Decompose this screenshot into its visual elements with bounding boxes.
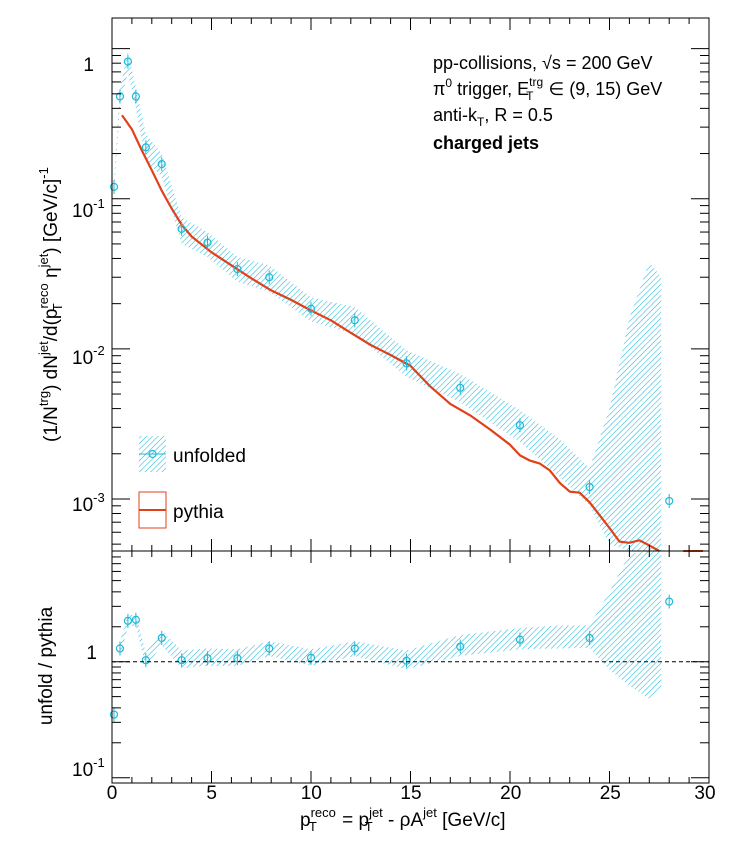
- unfolded-point: [265, 273, 274, 282]
- unfolded-point: [123, 616, 133, 625]
- unfolded-point: [157, 160, 166, 169]
- unfolded-point: [265, 644, 274, 653]
- unfolded-point: [109, 710, 119, 719]
- x-tick-label: 10: [301, 783, 322, 804]
- legend-entry-pythia: pythia: [138, 491, 224, 529]
- annotation-collision-system: pp-collisions, √s = 200 GeV: [433, 53, 653, 73]
- unfolded-point: [203, 238, 212, 247]
- unfolded-point: [109, 182, 119, 191]
- unfolded-point: [131, 615, 140, 624]
- unfolded-point: [306, 304, 316, 313]
- legend-entry-unfolded: unfolded: [139, 436, 246, 472]
- unfolded-uncertainty-band: [114, 52, 662, 551]
- unfolded-markers-ratio: [109, 594, 674, 722]
- unfolded-point: [585, 482, 594, 492]
- unfolded-band-top: [114, 52, 662, 551]
- annotation-jet-type: charged jets: [433, 133, 539, 153]
- unfolded-point: [233, 654, 242, 663]
- unfolded-point: [203, 654, 212, 663]
- x-tick-label: 30: [694, 783, 715, 804]
- unfolded-point: [115, 92, 125, 101]
- unfolded-point: [585, 633, 594, 643]
- unfolded-point: [402, 359, 411, 368]
- unfolded-point: [141, 143, 150, 152]
- unfolded-point: [131, 92, 140, 101]
- x-tick-label: 0: [107, 783, 118, 804]
- unfolded-point: [665, 496, 674, 506]
- unfolded-point: [115, 644, 125, 653]
- annotation-trigger: π0 trigger, Etrg T ∈ (9, 15) GeV: [433, 75, 662, 103]
- top-y-tick-labels: 10-3 10-2 10-1 1: [72, 55, 105, 516]
- unfolded-point: [456, 383, 465, 392]
- unfolded-point: [177, 224, 186, 233]
- y-tick-label: 10-2: [72, 343, 105, 369]
- unfolded-point: [665, 597, 674, 606]
- unfolded-point: [350, 316, 359, 325]
- unfolded-point: [177, 656, 186, 665]
- ratio-uncertainty-band: [120, 551, 662, 699]
- unfolded-point: [456, 642, 465, 651]
- unfolded-markers-top: [109, 54, 674, 508]
- x-tick-label: 5: [206, 783, 217, 804]
- unfolded-point: [157, 633, 166, 643]
- y-tick-label: 10-1: [72, 755, 105, 781]
- legend-label-unfolded: unfolded: [173, 446, 246, 467]
- legend: unfolded pythia: [138, 436, 246, 529]
- y-axis-title-ratio: unfold / pythia: [36, 606, 57, 725]
- axis-ticks: [111, 18, 710, 784]
- y-tick-label: 1: [86, 643, 97, 664]
- unfolded-point: [233, 264, 242, 274]
- unfolded-point: [515, 635, 525, 644]
- unfolded-point: [350, 644, 359, 653]
- y-axis-title-top: (1/Ntrg) dNjet/d(precoT ηjet) [GeV/c]-1: [36, 167, 65, 442]
- y-tick-label: 1: [83, 55, 94, 76]
- x-axis-title: preco T = pjet T - ρAjet [GeV/c]: [300, 805, 506, 834]
- x-tick-label: 15: [400, 783, 421, 804]
- ratio-y-tick-labels: 10-1 1: [72, 643, 105, 781]
- annotation-block: pp-collisions, √s = 200 GeV π0 trigger, …: [433, 53, 662, 153]
- x-tick-label: 20: [500, 783, 521, 804]
- legend-label-pythia: pythia: [173, 502, 224, 523]
- unfolded-point: [402, 656, 411, 665]
- unfolded-point: [123, 57, 133, 66]
- unfolded-band-ratio: [120, 551, 662, 699]
- y-tick-label: 10-1: [72, 196, 105, 222]
- annotation-jet-algorithm: anti-kT, R = 0.5: [433, 105, 553, 129]
- x-tick-labels: 0 5 10 15 20 25 30: [107, 783, 716, 804]
- legend-marker-unfolded: [148, 449, 157, 459]
- y-tick-label: 10-3: [72, 490, 105, 516]
- unfolded-point: [141, 656, 150, 665]
- unfolded-point: [515, 421, 525, 430]
- x-tick-label: 25: [600, 783, 621, 804]
